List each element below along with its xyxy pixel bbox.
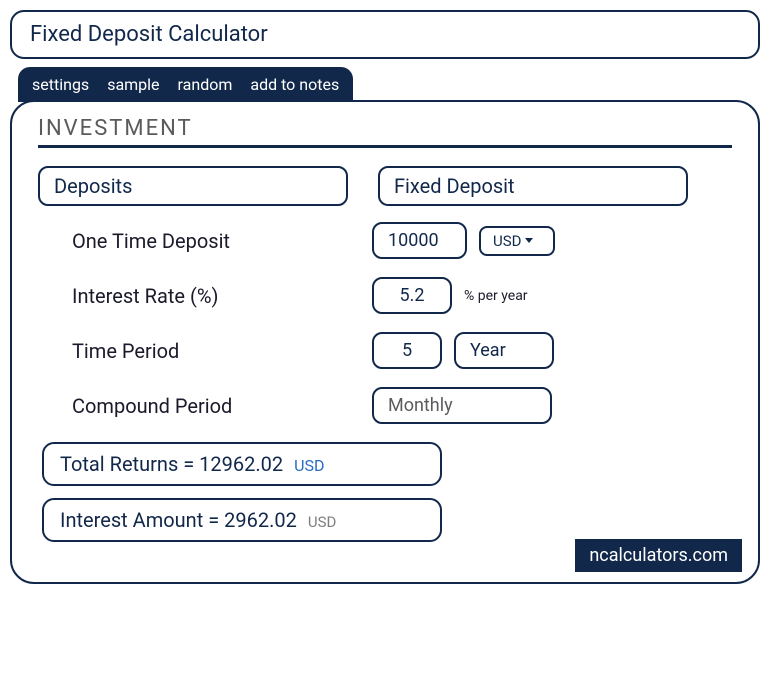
total-returns-value: 12962.02 [199, 452, 283, 476]
interest-amount-label: Interest Amount = [60, 508, 219, 532]
total-returns-currency: USD [294, 456, 324, 475]
interest-amount-currency: USD [308, 513, 336, 531]
total-returns-label: Total Returns = [60, 452, 194, 476]
brand-badge[interactable]: ncalculators.com [575, 539, 742, 572]
fixed-deposit-header[interactable]: Fixed Deposit [378, 166, 688, 206]
row-one-time-deposit: One Time Deposit 10000 USD [38, 222, 732, 259]
tab-sample[interactable]: sample [107, 75, 159, 94]
tabs-bar: settings sample random add to notes [18, 67, 353, 102]
interest-rate-suffix: % per year [464, 288, 528, 304]
one-time-deposit-label: One Time Deposit [72, 229, 372, 253]
row-compound-period: Compound Period Monthly [38, 387, 732, 424]
interest-rate-label: Interest Rate (%) [72, 284, 372, 308]
time-period-input[interactable]: 5 [372, 332, 442, 369]
column-headers: Deposits Fixed Deposit [38, 166, 732, 206]
page-title-box: Fixed Deposit Calculator [10, 10, 760, 59]
currency-dropdown-label: USD [493, 232, 521, 250]
calculator-panel: INVESTMENT Deposits Fixed Deposit One Ti… [10, 100, 760, 584]
page-title: Fixed Deposit Calculator [30, 22, 268, 47]
time-period-label: Time Period [72, 339, 372, 363]
compound-period-label: Compound Period [72, 394, 372, 418]
row-time-period: Time Period 5 Year [38, 332, 732, 369]
total-returns-result: Total Returns = 12962.02 USD [42, 442, 442, 486]
section-heading: INVESTMENT [38, 116, 732, 148]
one-time-deposit-input[interactable]: 10000 [372, 222, 467, 259]
compound-period-select[interactable]: Monthly [372, 387, 552, 424]
caret-down-icon [525, 238, 533, 243]
interest-amount-value: 2962.02 [224, 508, 297, 532]
interest-rate-input[interactable]: 5.2 [372, 277, 452, 314]
deposits-header[interactable]: Deposits [38, 166, 348, 206]
currency-dropdown[interactable]: USD [479, 226, 555, 256]
row-interest-rate: Interest Rate (%) 5.2 % per year [38, 277, 732, 314]
tab-random[interactable]: random [178, 75, 233, 94]
tab-settings[interactable]: settings [32, 75, 89, 94]
time-period-unit-select[interactable]: Year [454, 332, 554, 369]
tab-add-to-notes[interactable]: add to notes [250, 75, 339, 94]
interest-amount-result: Interest Amount = 2962.02 USD [42, 498, 442, 542]
